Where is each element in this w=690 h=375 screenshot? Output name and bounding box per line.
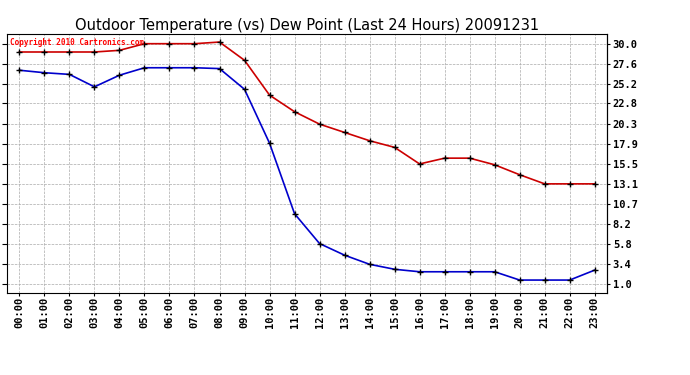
Text: Copyright 2010 Cartronics.com: Copyright 2010 Cartronics.com xyxy=(10,38,144,46)
Title: Outdoor Temperature (vs) Dew Point (Last 24 Hours) 20091231: Outdoor Temperature (vs) Dew Point (Last… xyxy=(75,18,539,33)
